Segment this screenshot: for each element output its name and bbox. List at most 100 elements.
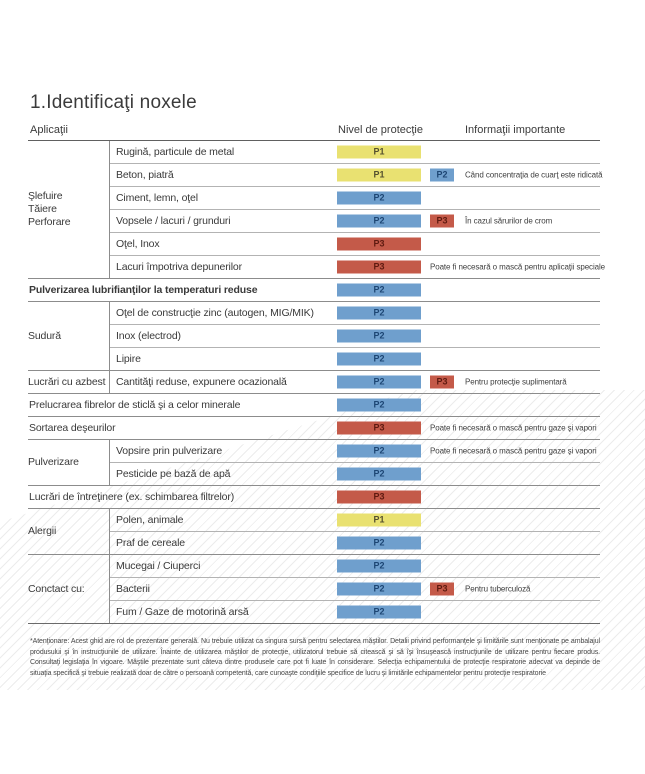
row-prelucrarea-fibrelor: Prelucrarea fibrelor de sticlă şi a celo… [28, 394, 600, 417]
row-pulverizarea-lubrifiantilor: Pulverizarea lubrifianţilor la temperatu… [28, 279, 600, 302]
group-label: Sudură [28, 329, 61, 342]
row-label: Lucrări de întreţinere (ex. schimbarea f… [29, 491, 235, 503]
section-lucrari-cu-azbest: Lucrări cu azbest Cantităţi reduse, expu… [28, 371, 600, 394]
row-label: Ciment, lemn, oţel [116, 192, 198, 204]
protection-level-badge: P2 [337, 582, 421, 596]
table-row: Lipire P2 [110, 347, 600, 370]
additional-protection-badge: P3 [430, 375, 454, 389]
protection-level-badge: P2 [337, 605, 421, 619]
protection-level-badge: P1 [337, 168, 421, 182]
row-info-text: Poate fi necesară o mască pentru aplicaţ… [430, 262, 606, 272]
section-items: Oţel de construcţie zinc (autogen, MIG/M… [109, 302, 600, 370]
section-items: Polen, animale P1 Praf de cereale P2 [109, 509, 600, 554]
table-row: Fum / Gaze de motorină arsă P2 [110, 600, 600, 623]
group-label-cell: Şlefuire Tăiere Perforare [28, 141, 109, 278]
section-sudura: Sudură Oţel de construcţie zinc (autogen… [28, 302, 600, 371]
protection-level-badge: P2 [337, 306, 421, 320]
row-sortarea-deseurilor: Sortarea deşeurilor P3 Poate fi necesară… [28, 417, 600, 440]
table-row: Ciment, lemn, oţel P2 [110, 186, 600, 209]
section-items: Mucegai / Ciuperci P2 Bacterii P2 P3 Pen… [109, 555, 600, 623]
row-info-text: Poate fi necesară o mască pentru gaze şi… [430, 423, 597, 433]
section-items: Cantităţi reduse, expunere ocazională P2… [109, 371, 600, 393]
table-row: Lacuri împotriva depunerilor P3 Poate fi… [110, 255, 605, 278]
column-header-protection-level: Nivel de protecţie [338, 124, 423, 136]
table-row: Oţel de construcţie zinc (autogen, MIG/M… [110, 302, 600, 324]
protection-level-badge: P3 [337, 421, 421, 435]
row-label: Praf de cereale [116, 537, 185, 549]
row-lucrari-de-intretinere: Lucrări de întreţinere (ex. schimbarea f… [28, 486, 600, 509]
row-label: Rugină, particule de metal [116, 146, 235, 158]
row-label: Sortarea deşeurilor [29, 422, 116, 434]
row-info-text: Pentru tuberculoză [465, 584, 531, 594]
row-label: Lipire [116, 353, 141, 365]
additional-protection-badge: P3 [430, 214, 454, 228]
section-pulverizare: Pulverizare Vopsire prin pulverizare P2 … [28, 440, 600, 486]
row-label: Inox (electrod) [116, 330, 181, 342]
row-label: Beton, piatră [116, 169, 174, 181]
row-label: Cantităţi reduse, expunere ocazională [116, 376, 287, 388]
table-row: Beton, piatră P1 P2 Când concentraţia de… [110, 163, 603, 186]
table-row: Bacterii P2 P3 Pentru tuberculoză [110, 577, 600, 600]
protection-level-badge: P3 [337, 490, 421, 504]
table-row: Polen, animale P1 [110, 509, 600, 531]
row-label: Vopsele / lacuri / grunduri [116, 215, 231, 227]
protection-level-badge: P2 [337, 191, 421, 205]
row-label: Oţel de construcţie zinc (autogen, MIG/M… [116, 307, 314, 319]
column-header-important-info: Informaţii importante [465, 124, 566, 136]
row-label: Polen, animale [116, 514, 184, 526]
protection-level-badge: P2 [337, 398, 421, 412]
protection-level-badge: P1 [337, 513, 421, 527]
group-label: Alergii [28, 525, 57, 537]
protection-level-badge: P1 [337, 145, 421, 159]
row-label: Vopsire prin pulverizare [116, 445, 223, 457]
section-items: Vopsire prin pulverizare P2 Poate fi nec… [109, 440, 600, 485]
table-row: Oţel, Inox P3 [110, 232, 600, 255]
group-label: Conctact cu: [28, 582, 85, 595]
row-label: Pulverizarea lubrifianţilor la temperatu… [29, 284, 258, 296]
hazard-table: Aplicaţii Nivel de protecţie Informaţii … [28, 118, 605, 624]
group-label-cell: Pulverizare [28, 440, 109, 485]
row-info-text: Poate fi necesară o mască pentru gaze şi… [430, 446, 597, 456]
table-header-row: Aplicaţii Nivel de protecţie Informaţii … [28, 118, 600, 140]
row-label: Lacuri împotriva depunerilor [116, 261, 242, 273]
group-label: Şlefuire Tăiere Perforare [28, 190, 71, 228]
section-alergii: Alergii Polen, animale P1 Praf de cereal… [28, 509, 600, 555]
section-contact-cu: Conctact cu: Mucegai / Ciuperci P2 Bacte… [28, 555, 600, 624]
footnote-disclaimer: *Atenţionare: Acest ghid are rol de prez… [30, 638, 600, 677]
row-info-text: Când concentraţia de cuarţ este ridicată [465, 170, 603, 180]
row-info-text: În cazul sărurilor de crom [465, 216, 553, 226]
row-label: Mucegai / Ciuperci [116, 560, 201, 572]
column-header-applications: Aplicaţii [30, 124, 68, 136]
table-row: Inox (electrod) P2 [110, 324, 600, 347]
table-row: Rugină, particule de metal P1 [110, 141, 600, 163]
protection-level-badge: P3 [337, 260, 421, 274]
protection-level-badge: P3 [337, 237, 421, 251]
row-info-text: Pentru protecţie suplimentară [465, 377, 567, 387]
protection-level-badge: P2 [337, 536, 421, 550]
row-label: Prelucrarea fibrelor de sticlă şi a celo… [29, 399, 241, 411]
additional-protection-badge: P3 [430, 582, 454, 596]
protection-level-badge: P2 [337, 375, 421, 389]
table-row: Pesticide pe bază de apă P2 [110, 462, 600, 485]
page-title: 1.Identificaţi noxele [30, 92, 197, 113]
row-label: Oţel, Inox [116, 238, 160, 250]
table-row: Vopsele / lacuri / grunduri P2 P3 În caz… [110, 209, 600, 232]
row-label: Pesticide pe bază de apă [116, 468, 231, 480]
protection-level-badge: P2 [337, 214, 421, 228]
row-label: Bacterii [116, 583, 150, 595]
table-row: Cantităţi reduse, expunere ocazională P2… [110, 371, 600, 393]
protection-level-badge: P2 [337, 352, 421, 366]
additional-protection-badge: P2 [430, 168, 454, 182]
protection-level-badge: P2 [337, 329, 421, 343]
section-items: Rugină, particule de metal P1 Beton, pia… [109, 141, 605, 278]
group-label-cell: Sudură [28, 302, 109, 370]
group-label-cell: Alergii [28, 509, 109, 554]
group-label: Pulverizare [28, 456, 79, 468]
group-label: Lucrări cu azbest [28, 375, 106, 388]
protection-level-badge: P2 [337, 444, 421, 458]
protection-level-badge: P2 [337, 559, 421, 573]
row-label: Fum / Gaze de motorină arsă [116, 606, 249, 618]
protection-level-badge: P2 [337, 467, 421, 481]
protection-level-badge: P2 [337, 283, 421, 297]
